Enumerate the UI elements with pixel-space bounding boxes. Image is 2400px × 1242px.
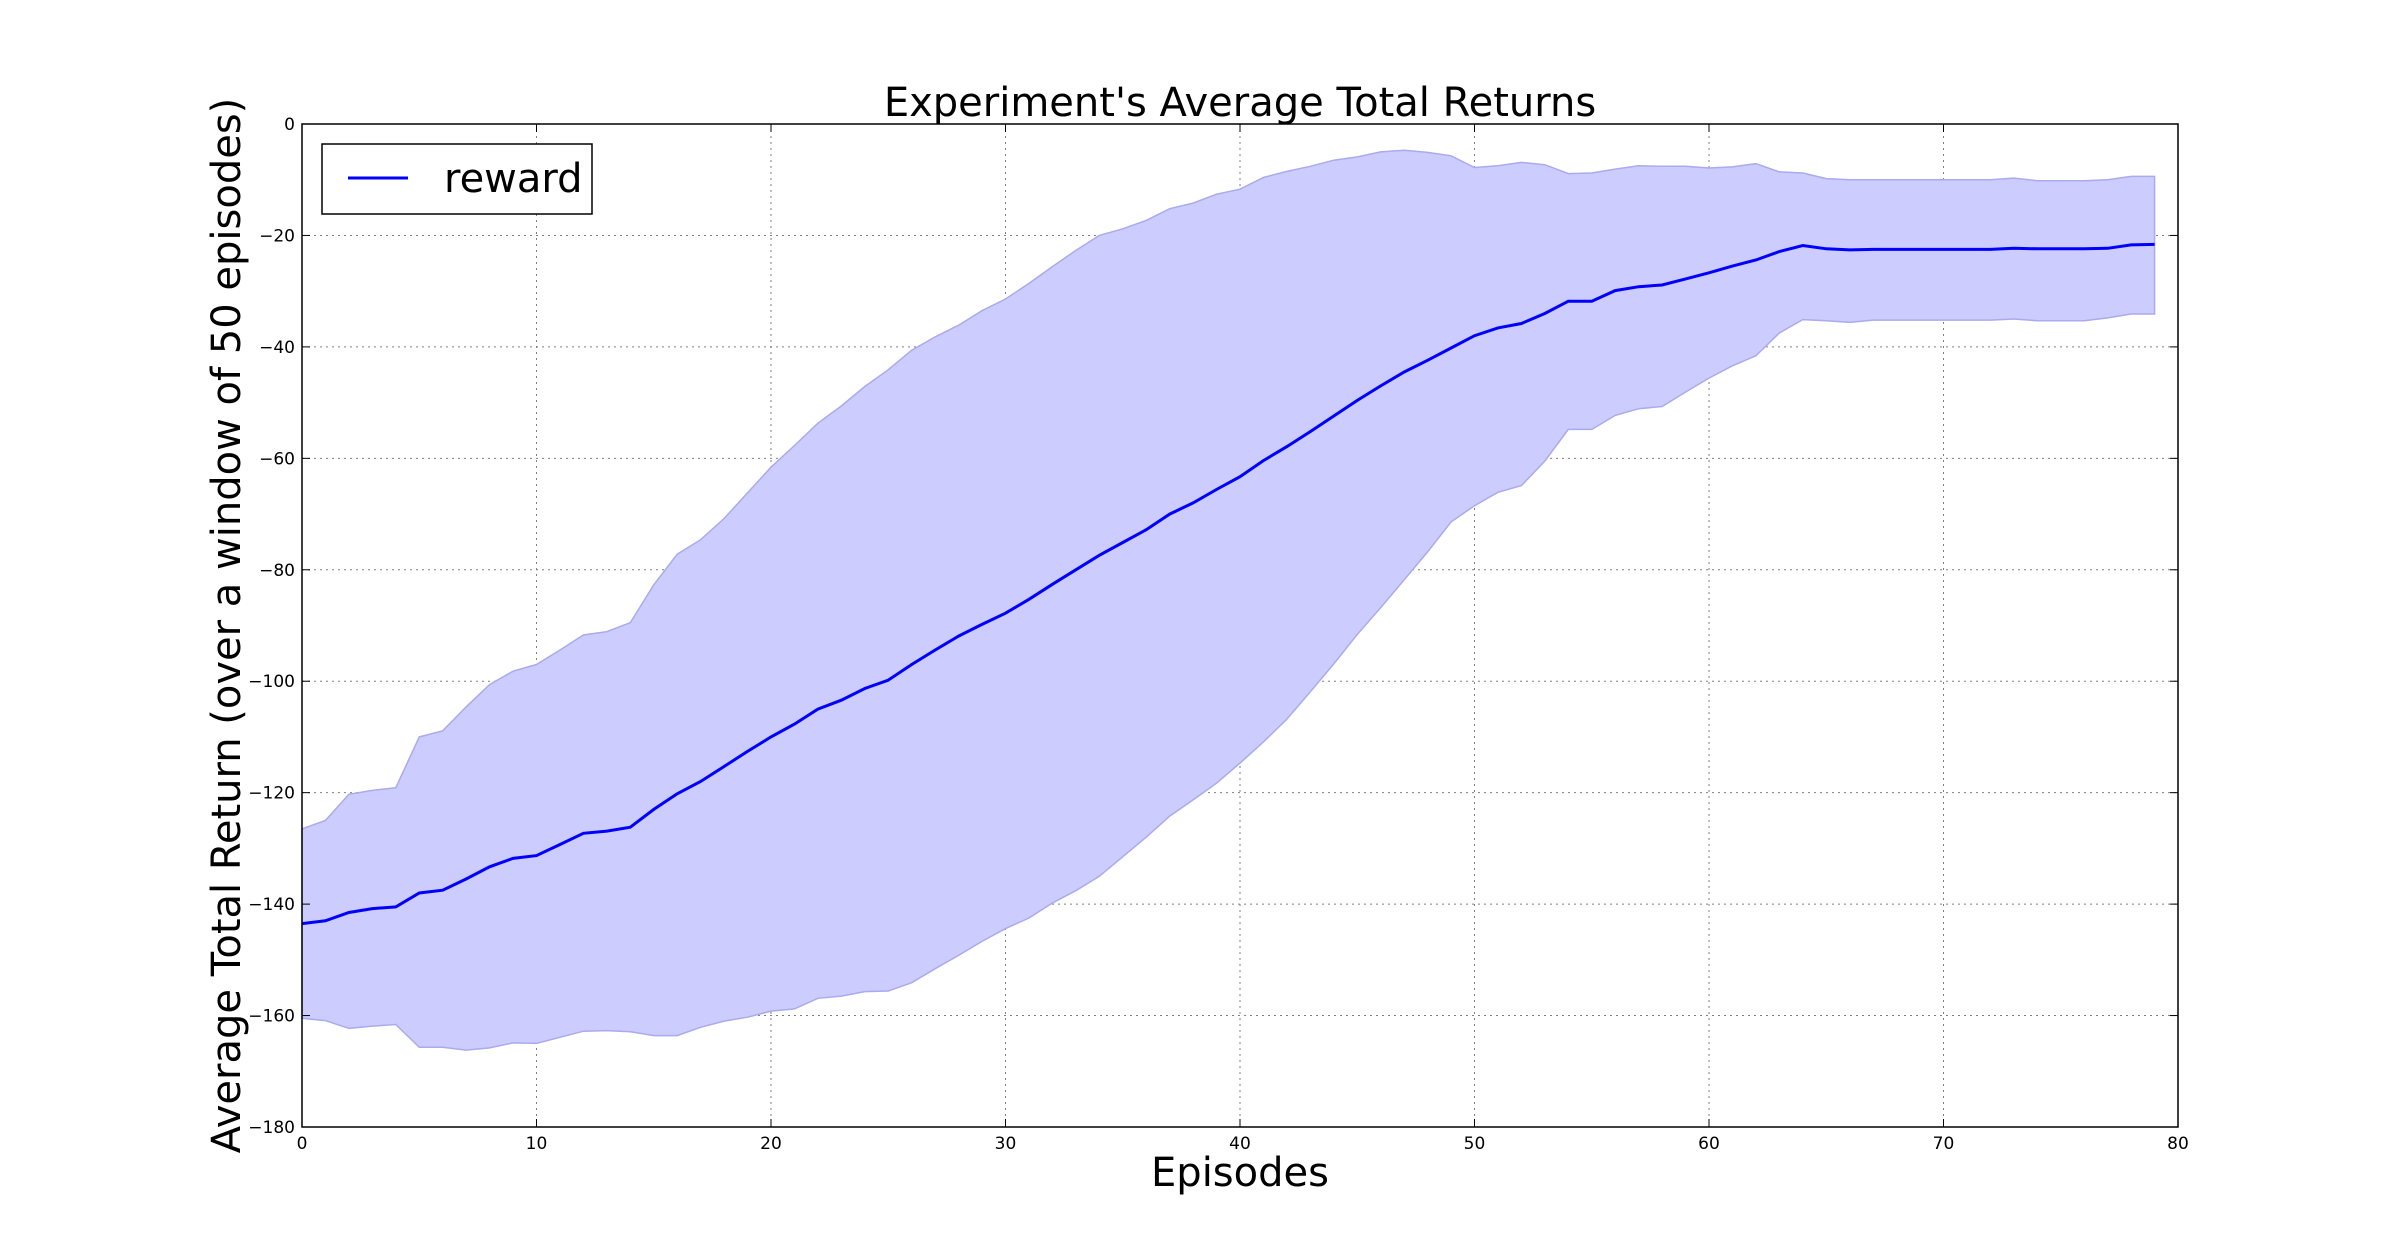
y-tick-label: −140 (248, 895, 295, 915)
x-tick-label: 60 (1698, 1134, 1720, 1154)
x-tick-label: 10 (526, 1134, 548, 1154)
y-tick-label: −40 (259, 338, 295, 358)
y-tick-label: −80 (259, 561, 295, 581)
x-tick-label: 80 (2167, 1134, 2189, 1154)
y-tick-label: −20 (259, 226, 295, 246)
reward-series-line (301, 242, 2155, 926)
x-tick-label: 30 (995, 1134, 1017, 1154)
y-tick-label: −120 (248, 784, 295, 804)
axis-ticks: 0 10 20 30 40 50 60 70 80 0 −20 −40 −60 −80 −100 −120 −1… (248, 115, 2189, 1154)
y-tick-label: −100 (248, 672, 295, 692)
x-tick-label: 50 (1464, 1134, 1486, 1154)
y-axis-label: Average Total Return (over a window of 5… (204, 98, 250, 1154)
reward-confidence-band (301, 149, 2156, 1051)
x-tick-label: 70 (1933, 1134, 1955, 1154)
x-tick-label: 20 (760, 1134, 782, 1154)
legend: reward (321, 143, 593, 215)
y-tick-label: 0 (284, 115, 295, 135)
y-tick-label: −160 (248, 1007, 295, 1027)
y-tick-label: −60 (259, 449, 295, 469)
x-tick-label: 40 (1229, 1134, 1251, 1154)
x-axis-label: Episodes (1151, 1150, 1329, 1196)
y-tick-label: −180 (248, 1118, 295, 1138)
legend-label-reward: reward (444, 156, 583, 202)
x-tick-label: 0 (297, 1134, 308, 1154)
chart-title: Experiment's Average Total Returns (884, 80, 1596, 126)
